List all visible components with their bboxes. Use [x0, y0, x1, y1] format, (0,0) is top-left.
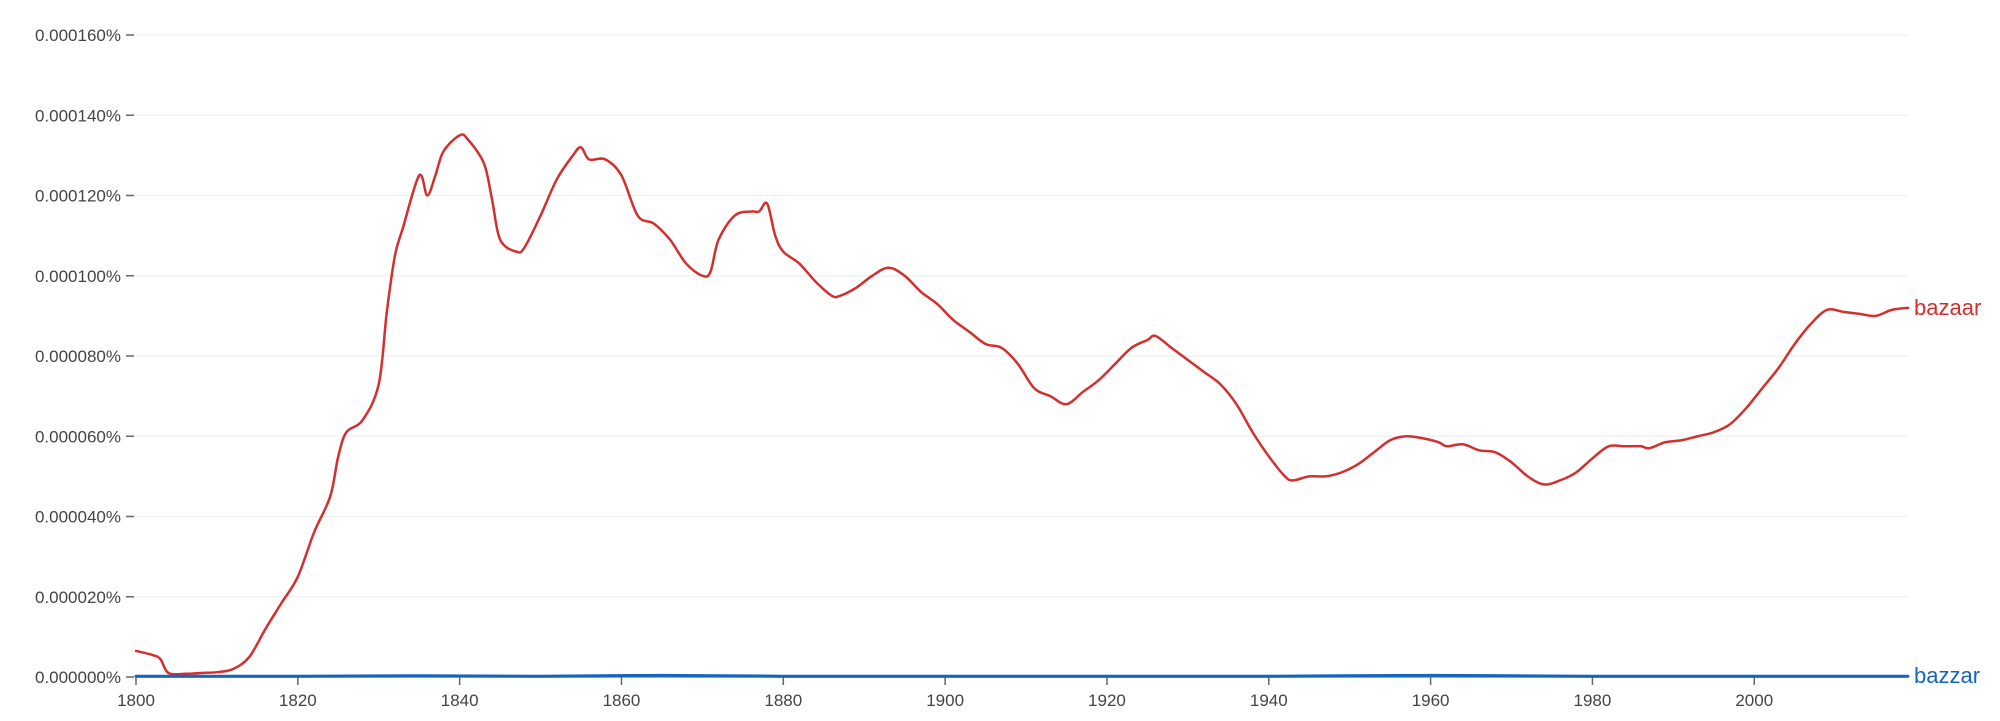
series-line-bazzar[interactable]	[134, 673, 1910, 678]
series-lines	[134, 133, 1910, 678]
series-labels: bazaar bazzar	[1914, 295, 1981, 688]
x-tick-label: 2000	[1735, 691, 1773, 710]
x-tick-label: 1840	[441, 691, 479, 710]
y-axis: 0.000000% 0.000020% 0.000040% 0.000060% 0.00…	[35, 26, 134, 687]
y-tick-label: 0.000000%	[35, 668, 121, 687]
series-label-bazaar: bazaar	[1914, 295, 1981, 320]
x-tick-label: 1800	[117, 691, 155, 710]
x-tick-label: 1860	[603, 691, 641, 710]
y-tick-label: 0.000120%	[35, 187, 121, 206]
x-tick-label: 1880	[764, 691, 802, 710]
series-label-bazzar: bazzar	[1914, 663, 1980, 688]
x-tick-label: 1900	[926, 691, 964, 710]
y-tick-label: 0.000140%	[35, 106, 121, 125]
x-tick-label: 1940	[1250, 691, 1288, 710]
x-tick-label: 1960	[1412, 691, 1450, 710]
y-tick-label: 0.000080%	[35, 347, 121, 366]
x-tick-label: 1920	[1088, 691, 1126, 710]
x-axis: 1800 1820 1840 1860 1880 1900 1920 1940 1960 1980…	[117, 676, 1908, 710]
y-tick-label: 0.000020%	[35, 588, 121, 607]
y-tick-label: 0.000040%	[35, 508, 121, 527]
x-tick-label: 1980	[1574, 691, 1612, 710]
y-tick-label: 0.000160%	[35, 26, 121, 45]
y-tick-label: 0.000100%	[35, 267, 121, 286]
series-line-bazaar[interactable]	[134, 133, 1910, 676]
gridlines	[136, 34, 1908, 598]
x-tick-label: 1820	[279, 691, 317, 710]
y-tick-label: 0.000060%	[35, 427, 121, 446]
